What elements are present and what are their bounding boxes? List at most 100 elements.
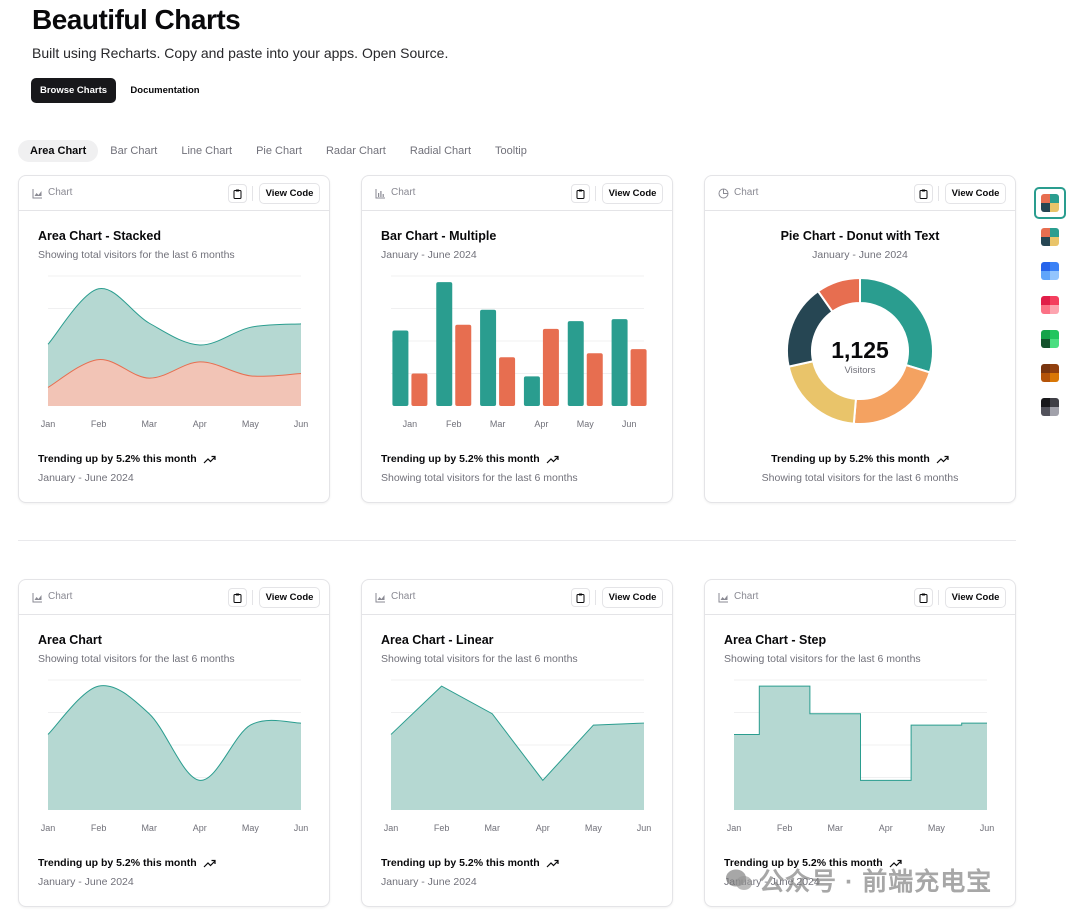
page-subtitle: Built using Recharts. Copy and paste int… [32, 45, 449, 61]
trend-text: Trending up by 5.2% this month [724, 857, 883, 869]
theme-swatch[interactable] [1041, 364, 1059, 382]
x-tick-label: Apr [536, 823, 550, 833]
swatch-cell [1041, 271, 1050, 280]
selected-theme-indicator[interactable] [1034, 187, 1066, 219]
clipboard-icon [576, 593, 585, 603]
tab-pie-chart[interactable]: Pie Chart [256, 145, 302, 157]
copy-button[interactable] [228, 588, 247, 607]
swatch-cell [1041, 339, 1050, 348]
trend-text: Trending up by 5.2% this month [38, 453, 197, 465]
tab-line-chart[interactable]: Line Chart [181, 145, 233, 157]
trend-text: Trending up by 5.2% this month [771, 453, 930, 465]
area-series-desktop [48, 288, 301, 388]
theme-swatch[interactable] [1041, 398, 1059, 416]
tab-tooltip[interactable]: Tooltip [495, 145, 527, 157]
area-chart-icon [718, 593, 728, 603]
trending-up-icon [546, 455, 559, 463]
chart-card: Chart View Code Area Chart - Stacked Showin… [18, 175, 330, 503]
tab-area-chart[interactable]: Area Chart [18, 140, 99, 162]
x-tick-label: Jun [637, 823, 652, 833]
card-subtitle: January - June 2024 [812, 249, 908, 261]
card-subtitle: January - June 2024 [381, 249, 477, 261]
swatch-cell [1050, 305, 1059, 314]
card-subtitle: Showing total visitors for the last 6 mo… [38, 249, 235, 261]
trend-text: Trending up by 5.2% this month [38, 857, 197, 869]
card-header-label: Chart [734, 591, 759, 602]
x-tick-label: Jan [41, 823, 56, 833]
wechat-icon [726, 869, 752, 890]
swatch-cell [1041, 237, 1050, 246]
card-title: Pie Chart - Donut with Text [780, 229, 940, 243]
copy-button[interactable] [228, 184, 247, 203]
card-title: Bar Chart - Multiple [381, 229, 497, 243]
card-header: Chart View Code [362, 176, 672, 211]
card-footer-trend: Trending up by 5.2% this month [724, 857, 902, 869]
header-divider [595, 590, 596, 605]
clipboard-icon [919, 593, 928, 603]
tab-bar-chart[interactable]: Bar Chart [110, 145, 158, 157]
bar-chart-icon [375, 189, 385, 199]
bar-mobile [586, 353, 603, 406]
swatch-cell [1050, 237, 1059, 246]
card-header: Chart View Code [19, 580, 329, 615]
card-header-label: Chart [391, 591, 416, 602]
x-tick-label: Feb [434, 823, 450, 833]
x-tick-label: Jan [727, 823, 742, 833]
trending-up-icon [889, 859, 902, 867]
swatch-cell [1050, 398, 1059, 407]
card-header: Chart View Code [362, 580, 672, 615]
x-tick-label: Apr [193, 419, 207, 429]
card-header: Chart View Code [705, 580, 1015, 615]
view-code-button[interactable]: View Code [945, 183, 1006, 204]
view-code-button[interactable]: View Code [945, 587, 1006, 608]
chart-card: Chart View Code Area Chart - Linear Showing… [361, 579, 673, 907]
swatch-cell [1050, 296, 1059, 305]
view-code-button[interactable]: View Code [602, 183, 663, 204]
chart-plot: Jan Feb Mar Apr May Jun [41, 679, 308, 833]
copy-button[interactable] [914, 184, 933, 203]
area-chart-icon [32, 593, 42, 603]
x-tick-label: Feb [777, 823, 793, 833]
theme-swatch[interactable] [1041, 194, 1059, 212]
tab-radar-chart[interactable]: Radar Chart [325, 145, 386, 157]
swatch-cell [1050, 339, 1059, 348]
swatch-cell [1050, 228, 1059, 237]
x-tick-label: Jun [622, 419, 637, 429]
watermark: 公众号 · 前端充电宝 [725, 862, 992, 898]
swatch-cell [1050, 262, 1059, 271]
theme-swatch[interactable] [1041, 262, 1059, 280]
trend-text: Trending up by 5.2% this month [381, 857, 540, 869]
card-title: Area Chart [38, 633, 102, 647]
theme-swatch[interactable] [1041, 296, 1059, 314]
card-footer-note: January - June 2024 [38, 472, 134, 484]
copy-button[interactable] [914, 588, 933, 607]
tab-radial-chart[interactable]: Radial Chart [409, 145, 472, 157]
area-series [48, 685, 301, 810]
area-series-mobile [48, 359, 301, 406]
clipboard-icon [233, 189, 242, 199]
theme-swatch[interactable] [1041, 330, 1059, 348]
view-code-button[interactable]: View Code [602, 587, 663, 608]
copy-button[interactable] [571, 184, 590, 203]
clipboard-icon [576, 189, 585, 199]
bar-mobile [455, 324, 472, 406]
chart-card: Chart View Code Pie Chart - Donut with Tex… [704, 175, 1016, 503]
browse-charts-button[interactable]: Browse Charts [31, 78, 116, 103]
view-code-button[interactable]: View Code [259, 183, 320, 204]
page-title: Beautiful Charts [32, 4, 241, 35]
header-divider [938, 186, 939, 201]
x-tick-label: May [242, 419, 260, 429]
trending-up-icon [936, 455, 949, 463]
theme-swatch[interactable] [1041, 228, 1059, 246]
area-line [734, 685, 987, 781]
swatch-cell [1041, 194, 1050, 203]
view-code-button[interactable]: View Code [259, 587, 320, 608]
x-tick-label: May [242, 823, 260, 833]
card-footer-trend: Trending up by 5.2% this month [381, 857, 559, 869]
copy-button[interactable] [571, 588, 590, 607]
documentation-button[interactable]: Documentation [130, 85, 200, 96]
card-footer-trend: Trending up by 5.2% this month [705, 453, 1015, 465]
x-tick-label: Mar [141, 823, 157, 833]
area-line-mobile [47, 359, 302, 388]
card-footer-note: Showing total visitors for the last 6 mo… [381, 472, 578, 484]
